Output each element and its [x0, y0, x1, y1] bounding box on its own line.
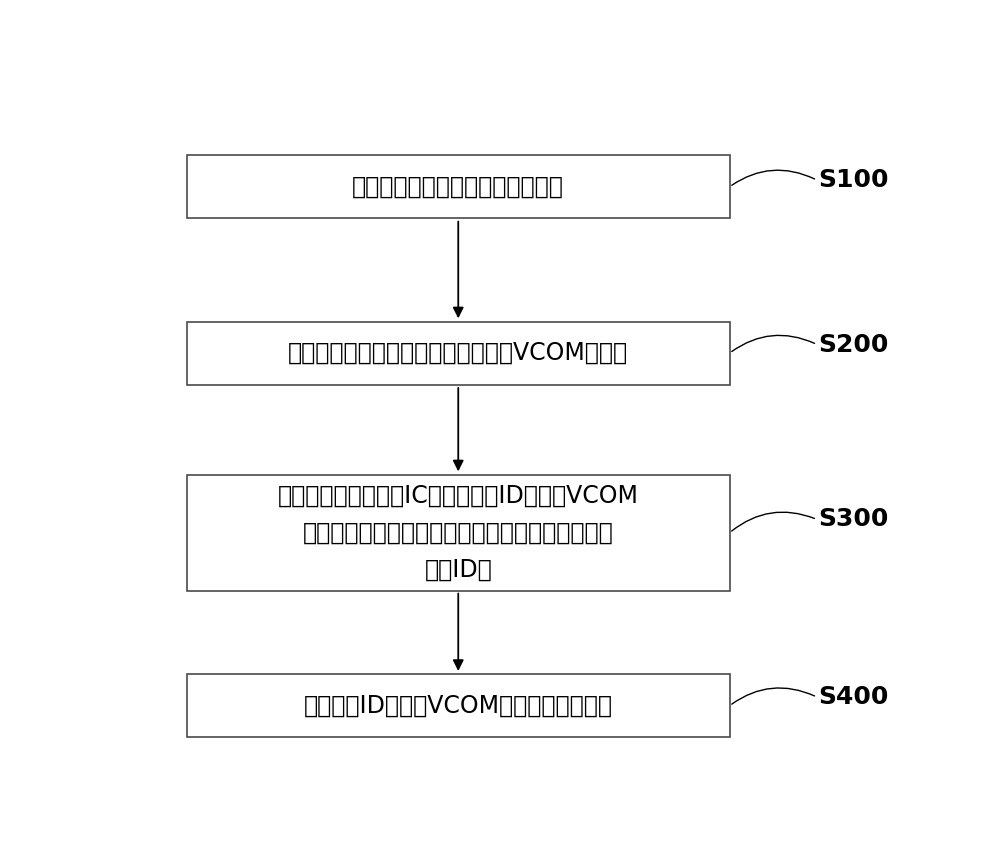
Text: 控制液晶显示面板切换到目标画面: 控制液晶显示面板切换到目标画面 — [352, 175, 564, 199]
Bar — [187, 321, 730, 384]
Text: 根据烧录ID值确定VCOM电压值的烧录状态: 根据烧录ID值确定VCOM电压值的烧录状态 — [304, 694, 613, 718]
Text: 在目标画面下，获取液晶显示面板的VCOM电压值: 在目标画面下，获取液晶显示面板的VCOM电压值 — [288, 341, 628, 365]
Bar — [187, 156, 730, 219]
Text: 根据液晶显示面板的IC芯片的原始ID值以及VCOM
电压值对液晶显示面板的电压进行烧录处理，得到
烧录ID值: 根据液晶显示面板的IC芯片的原始ID值以及VCOM 电压值对液晶显示面板的电压进… — [278, 484, 639, 582]
Text: S400: S400 — [819, 685, 889, 709]
Text: S300: S300 — [819, 507, 889, 531]
Bar — [187, 674, 730, 737]
Text: S200: S200 — [819, 333, 889, 357]
Bar — [187, 474, 730, 591]
Text: S100: S100 — [819, 168, 889, 192]
